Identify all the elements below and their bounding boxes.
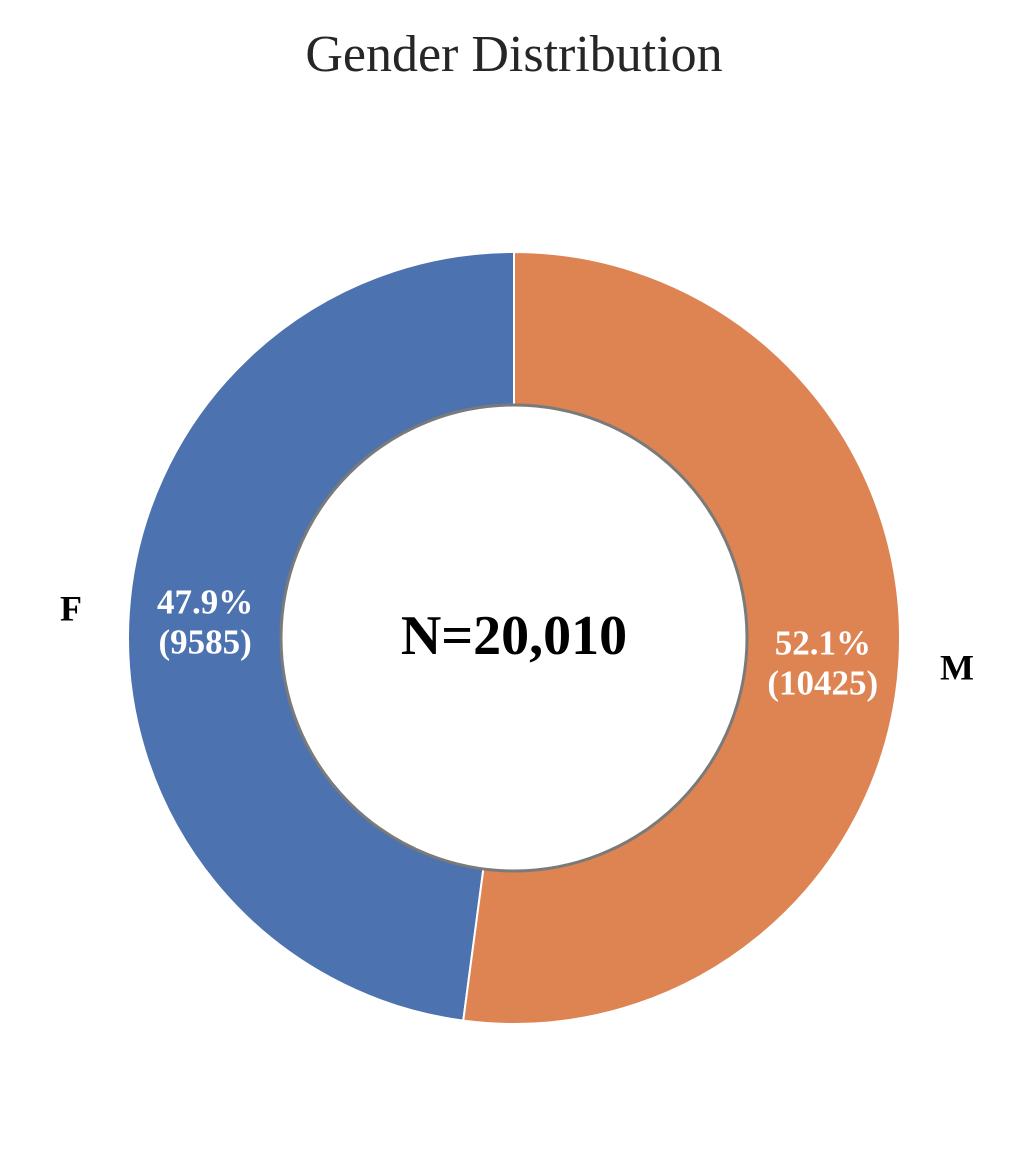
category-label-f: F [60,589,82,629]
slice-labels: 47.9%(9585) F 52.1%(10425) M [60,583,974,703]
center-total-label: N=20,010 [401,605,627,667]
chart-title: Gender Distribution [305,26,722,83]
donut-inner-ring [279,403,749,873]
slice-percent-label-f: 47.9% [157,583,253,622]
slice-percent-label-m: 52.1% [775,623,871,662]
slice-count-label-f: (9585) [159,623,252,662]
slice-count-label-m: (10425) [767,663,878,702]
category-label-m: M [940,647,974,687]
